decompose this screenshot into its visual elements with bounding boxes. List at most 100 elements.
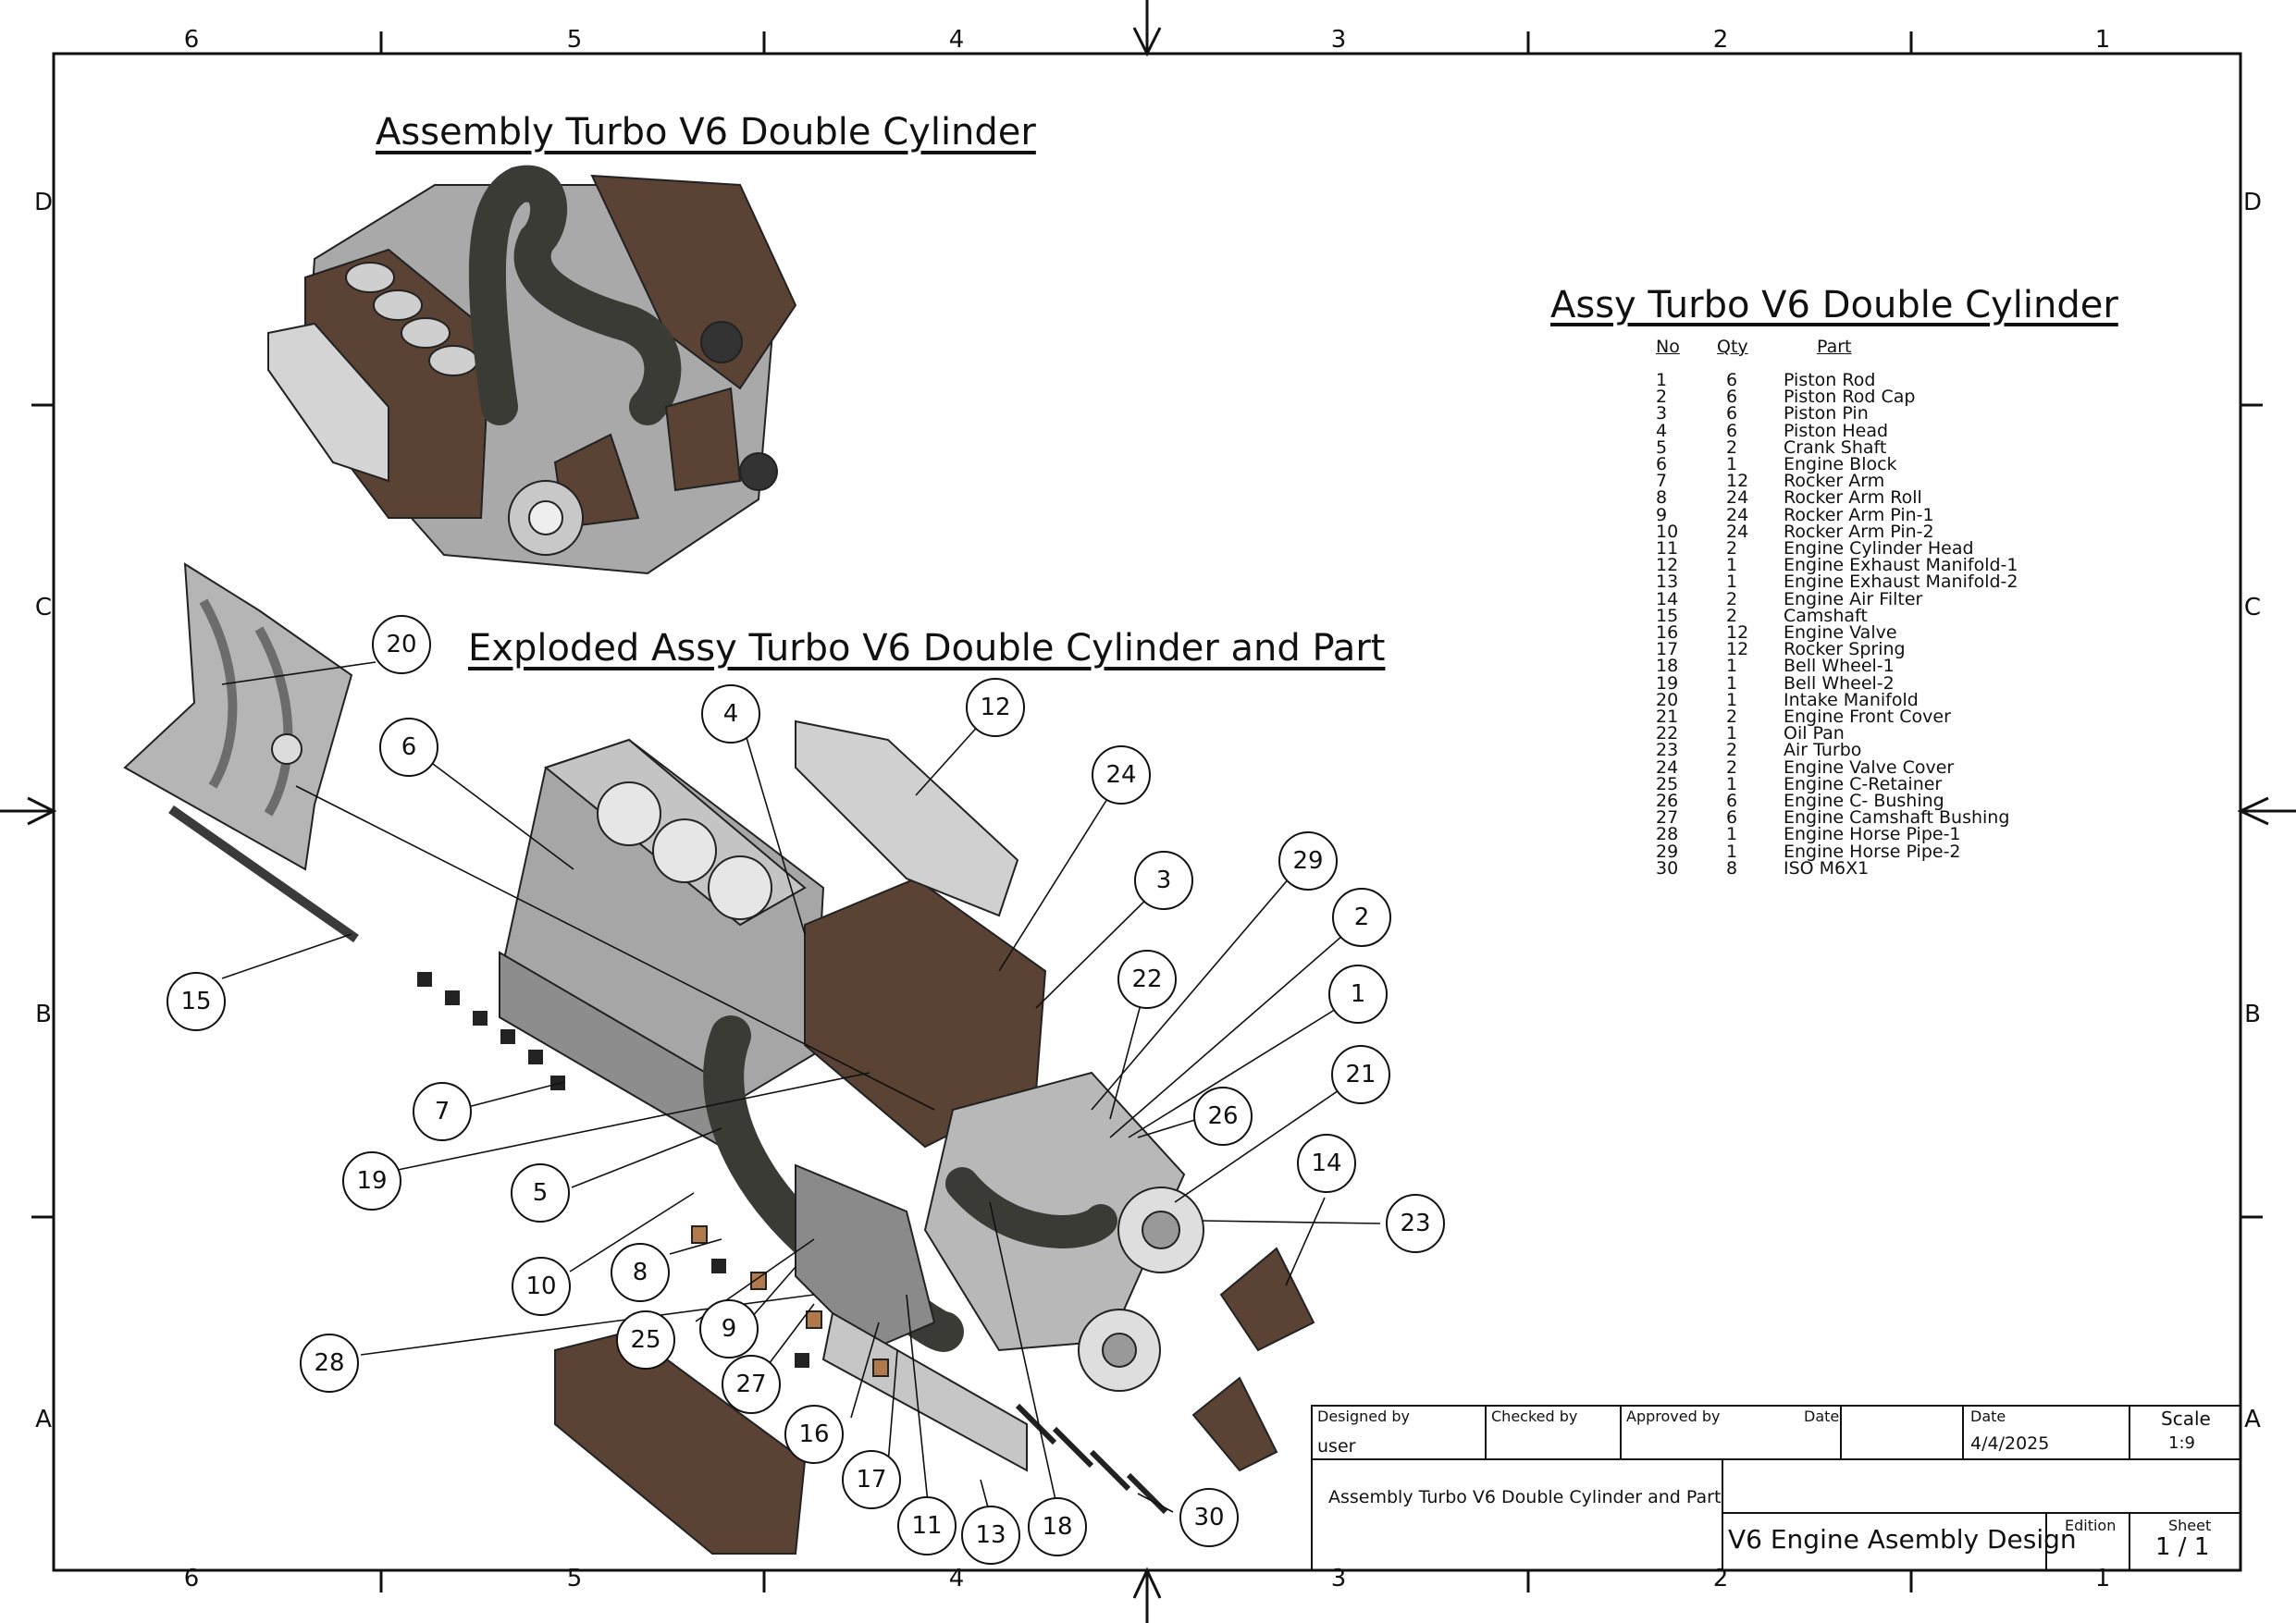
bom-cell-no: 14 xyxy=(1656,588,1679,609)
grid-row-b-right: B xyxy=(2244,1001,2261,1028)
bom-cell-no: 26 xyxy=(1656,791,1679,811)
bom-cell-qty: 2 xyxy=(1726,707,1738,727)
balloon-label: 7 xyxy=(434,1098,451,1125)
bom-cell-no: 5 xyxy=(1656,436,1668,458)
balloon-label: 3 xyxy=(1155,867,1172,894)
approved-date-label: Date xyxy=(1804,1408,1840,1425)
bom-cell-qty: 6 xyxy=(1726,387,1738,408)
bom-cell-qty: 24 xyxy=(1726,521,1749,542)
grid-row-c-right: C xyxy=(2243,594,2262,621)
balloon-label: 26 xyxy=(1207,1102,1239,1130)
balloon-label: 24 xyxy=(1105,761,1137,789)
bolts-part xyxy=(1015,1403,1168,1515)
balloon-label: 10 xyxy=(525,1273,557,1300)
bom-cell-no: 13 xyxy=(1656,572,1679,593)
bom-cell-qty: 6 xyxy=(1726,370,1738,390)
scale-label: Scale xyxy=(2161,1408,2211,1430)
balloon-label: 15 xyxy=(180,988,212,1015)
balloon-label: 14 xyxy=(1311,1150,1342,1177)
balloon-label: 6 xyxy=(401,733,417,761)
exhaust-manifold-1-part xyxy=(795,719,1019,917)
bom-cell-part: ISO M6X1 xyxy=(1784,857,1870,879)
bom-cell-no: 17 xyxy=(1656,639,1679,660)
bom-cell-part: Engine Camshaft Bushing xyxy=(1784,807,2010,829)
bom-cell-part: Engine Valve xyxy=(1784,622,1897,643)
grid-col-2-top: 2 xyxy=(1712,26,1729,54)
bom-cell-part: Bell Wheel-1 xyxy=(1784,656,1895,677)
bom-cell-qty: 6 xyxy=(1726,791,1738,811)
bom-cell-qty: 6 xyxy=(1726,403,1738,424)
bom-cell-no: 22 xyxy=(1656,723,1679,744)
bom-cell-qty: 6 xyxy=(1726,420,1738,441)
bom-header-qty: Qty xyxy=(1717,337,1748,357)
bom-cell-part: Engine Front Cover xyxy=(1784,707,1951,727)
edition-label: Edition xyxy=(2065,1517,2117,1534)
bom-cell-part: Intake Manifold xyxy=(1784,689,1919,710)
bom-cell-part: Engine C- Bushing xyxy=(1784,791,1944,811)
bom-cell-qty: 1 xyxy=(1726,723,1738,744)
bom-cell-qty: 8 xyxy=(1726,857,1738,879)
bom-cell-part: Camshaft xyxy=(1784,605,1868,626)
grid-row-c-left: C xyxy=(34,594,53,621)
balloon-label: 28 xyxy=(314,1349,345,1377)
balloon-label: 25 xyxy=(630,1326,661,1354)
bom-cell-qty: 2 xyxy=(1726,436,1738,458)
bom-cell-part: Rocker Arm Roll xyxy=(1784,487,1922,509)
bom-cell-part: Crank Shaft xyxy=(1784,436,1887,458)
grid-row-d-right: D xyxy=(2242,189,2263,216)
grid-row-d-left: D xyxy=(33,189,54,216)
balloon-label: 9 xyxy=(721,1315,737,1343)
bom-cell-qty: 6 xyxy=(1726,807,1738,829)
bom-cell-part: Bell Wheel-2 xyxy=(1784,672,1895,694)
project-title: V6 Engine Asembly Design xyxy=(1728,1524,2077,1555)
exploded-view xyxy=(123,562,1315,1555)
bom-cell-qty: 1 xyxy=(1726,841,1738,862)
balloons xyxy=(167,615,1445,1565)
bom-cell-no: 1 xyxy=(1656,370,1668,390)
balloon-label: 21 xyxy=(1345,1061,1376,1088)
date-value: 4/4/2025 xyxy=(1970,1433,2050,1454)
sheet-label: Sheet xyxy=(2168,1517,2212,1534)
bom-cell-qty: 2 xyxy=(1726,740,1738,761)
bom-cell-qty: 12 xyxy=(1726,639,1749,660)
bom-cell-no: 12 xyxy=(1656,555,1679,576)
bom-cell-part: Piston Pin xyxy=(1784,403,1869,424)
bom-cell-qty: 1 xyxy=(1726,672,1738,694)
grid-row-a-right: A xyxy=(2244,1406,2261,1433)
bom-cell-qty: 1 xyxy=(1726,773,1738,794)
bom-cell-part: Engine Exhaust Manifold-2 xyxy=(1784,572,2018,593)
grid-col-4-bottom: 4 xyxy=(948,1565,965,1592)
grid-col-1-top: 1 xyxy=(2094,26,2111,54)
bom-cell-part: Engine Air Filter xyxy=(1784,588,1923,609)
bom-title: Assy Turbo V6 Double Cylinder xyxy=(1550,284,2118,326)
bom-cell-no: 20 xyxy=(1656,689,1679,710)
bom-cell-no: 15 xyxy=(1656,605,1679,626)
bom-cell-qty: 24 xyxy=(1726,504,1749,525)
bom-cell-no: 10 xyxy=(1656,521,1679,542)
bom-cell-qty: 2 xyxy=(1726,605,1738,626)
designed-by-label: Designed by xyxy=(1317,1408,1410,1425)
bom-cell-part: Piston Head xyxy=(1784,420,1889,441)
bom-cell-part: Engine Horse Pipe-1 xyxy=(1784,824,1961,845)
bom-cell-part: Engine Exhaust Manifold-1 xyxy=(1784,555,2018,576)
balloon-label: 23 xyxy=(1400,1210,1431,1237)
balloon-label: 29 xyxy=(1292,847,1324,875)
leader-lines xyxy=(221,661,1381,1518)
bom-cell-part: Engine Cylinder Head xyxy=(1784,538,1974,559)
bom-cell-no: 7 xyxy=(1656,471,1668,492)
checked-by-label: Checked by xyxy=(1491,1408,1578,1425)
grid-col-5-bottom: 5 xyxy=(566,1565,583,1592)
balloon-label: 12 xyxy=(980,694,1011,721)
balloon-label: 22 xyxy=(1131,965,1163,993)
bom-cell-no: 25 xyxy=(1656,773,1679,794)
date-label: Date xyxy=(1970,1408,2006,1425)
exhaust-manifold-2-part xyxy=(821,1311,1028,1472)
bom-cell-no: 16 xyxy=(1656,622,1679,643)
bom-cell-part: Rocker Arm Pin-1 xyxy=(1784,504,1934,525)
scale-value: 1:9 xyxy=(2168,1433,2195,1453)
bom-cell-part: Rocker Arm Pin-2 xyxy=(1784,521,1934,542)
grid-col-3-bottom: 3 xyxy=(1330,1565,1347,1592)
balloon-label: 11 xyxy=(911,1512,943,1540)
bom-cell-part: Oil Pan xyxy=(1784,723,1845,744)
